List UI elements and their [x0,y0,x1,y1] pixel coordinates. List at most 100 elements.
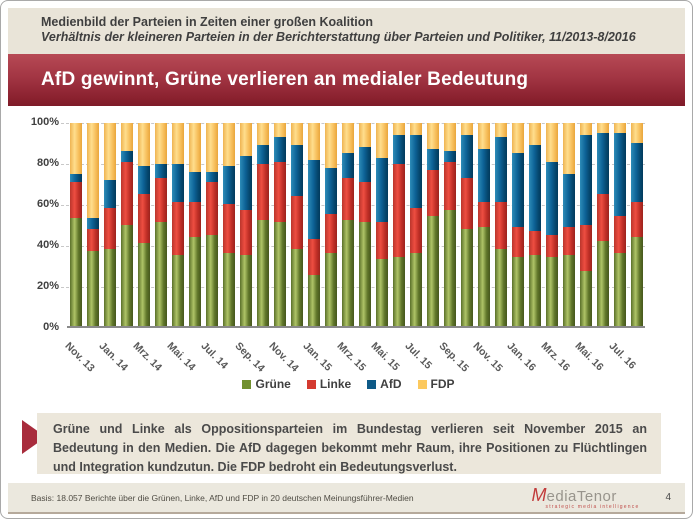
x-tick-label: Jul. 16 [606,340,638,372]
bar-Jun. 15 [390,123,407,326]
bar-segment-FDP [86,123,99,219]
y-tick-label: 100% [30,116,59,128]
legend-label: FDP [430,377,455,391]
bar-segment-FDP [171,123,184,164]
bar-Aug. 14 [220,123,237,326]
bar-segment-AfD [273,137,286,162]
bar-Apr. 15 [356,123,373,326]
bar-Mrz. 15 [339,123,356,326]
bar-segment-Grüne [290,248,303,326]
bar-Jan. 16 [509,123,526,326]
bar-segment-Linke [579,224,592,272]
bar-segment-Linke [290,196,303,249]
legend-label: Linke [319,377,352,391]
bar-segment-Grüne [460,228,473,326]
bar-segment-Linke [324,214,337,253]
bar-Jul. 15 [407,123,424,326]
bar-Mrz. 16 [543,123,560,326]
bar-segment-Linke [409,208,422,253]
bar-segment-AfD [443,151,456,162]
bar-segment-Grüne [341,220,354,326]
bar-Jun. 16 [594,123,611,326]
x-tick-label: Jan. 15 [300,340,334,374]
x-tick-label: Mai. 16 [572,340,606,374]
bar-Feb. 14 [118,123,135,326]
bar-Jul. 16 [611,123,628,326]
y-tick-label: 60% [36,198,59,210]
bar-segment-AfD [137,165,150,195]
bar-segment-Linke [137,194,150,243]
bar-segment-AfD [528,145,541,231]
legend-item-Linke: Linke [306,377,352,391]
bar-Nov. 14 [271,123,288,326]
bar-segment-Grüne [273,222,286,326]
bar-Mrz. 14 [135,123,152,326]
legend-item-AfD: AfD [367,377,402,391]
bar-segment-Linke [154,177,167,223]
bar-segment-Grüne [375,259,388,326]
bar-segment-Linke [511,226,524,257]
bar-segment-Linke [426,169,439,217]
bar-segment-AfD [562,173,575,227]
x-tick-label: Mrz. 16 [538,340,572,374]
footer-band: Basis: 18.057 Berichte über die Grünen, … [8,483,685,514]
bar-segment-FDP [477,123,490,150]
bar-Jun. 14 [186,123,203,326]
callout-box: Grüne und Linke als Oppositionsparteien … [37,413,661,474]
x-tick-label: Mrz. 15 [334,340,368,374]
bar-segment-Grüne [596,240,609,326]
slide-topic-subtitle: Verhältnis der kleineren Parteien in der… [41,30,636,44]
x-tick-label: Mrz. 14 [130,340,164,374]
bar-segment-Grüne [324,252,337,326]
bar-Okt. 14 [254,123,271,326]
bar-Jan. 15 [305,123,322,326]
bar-segment-Linke [103,208,116,249]
x-tick-label: Nov. 15 [470,340,505,375]
bar-segment-Linke [494,202,507,249]
bar-segment-Linke [341,177,354,221]
bar-segment-FDP [103,123,116,180]
y-tick-label: 80% [36,157,59,169]
bar-segment-Grüne [86,250,99,326]
bar-segment-FDP [392,123,405,136]
bar-segment-FDP [324,123,337,168]
legend-label: AfD [380,377,402,391]
bar-segment-FDP [409,123,422,136]
bar-Sep. 14 [237,123,254,326]
x-tick-label: Nov. 14 [266,340,301,375]
bar-segment-Grüne [69,218,82,326]
headline-text: AfD gewinnt, Grüne verlieren an medialer… [41,69,529,90]
bar-segment-Grüne [494,248,507,326]
bar-Nov. 13 [67,123,84,326]
bar-segment-AfD [120,151,133,162]
bar-segment-Grüne [137,242,150,326]
bar-segment-Grüne [358,222,371,326]
slide-topic-title: Medienbild der Parteien in Zeiten einer … [41,15,373,29]
bar-Mai. 14 [169,123,186,326]
bar-segment-Linke [358,181,371,223]
bar-segment-Grüne [545,256,558,326]
bar-segment-FDP [613,123,626,134]
y-tick-label: 40% [36,239,59,251]
bar-segment-FDP [426,123,439,150]
bar-segment-FDP [69,123,82,174]
legend-swatch-icon [306,379,316,389]
bar-Sep. 15 [441,123,458,326]
bar-segment-Grüne [307,275,320,326]
bar-segment-Grüne [528,254,541,326]
headline-banner: AfD gewinnt, Grüne verlieren an medialer… [8,54,685,106]
bar-segment-Linke [630,202,643,237]
logo-tagline: strategic media intelligence [545,503,640,510]
bar-segment-Grüne [426,216,439,326]
header-band: Medienbild der Parteien in Zeiten einer … [8,8,685,54]
bar-segment-AfD [239,155,252,211]
logo-tenor: Tenor [576,487,617,505]
bar-segment-AfD [426,149,439,170]
bar-Feb. 15 [322,123,339,326]
bar-segment-Linke [222,204,235,253]
bar-segment-Linke [613,216,626,253]
x-tick-label: Mai. 15 [368,340,402,374]
bar-segment-AfD [171,163,184,203]
bar-segment-AfD [511,153,524,227]
